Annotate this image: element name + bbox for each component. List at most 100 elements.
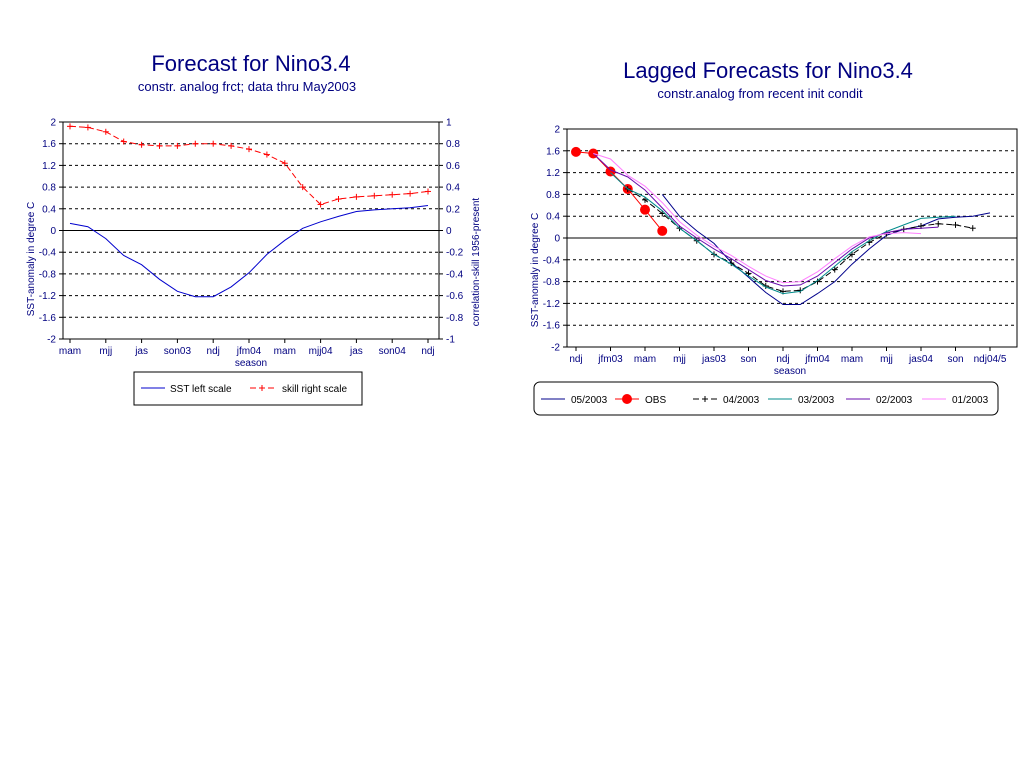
data-point bbox=[353, 193, 360, 200]
y-tick-label: 1.2 bbox=[546, 168, 560, 179]
x-tick-label: ndj bbox=[776, 354, 789, 365]
data-point bbox=[571, 146, 581, 157]
y-tick-label: -2 bbox=[47, 335, 56, 346]
legend-label: 02/2003 bbox=[876, 395, 913, 406]
data-point bbox=[156, 142, 163, 149]
y-tick-label: 2 bbox=[50, 118, 56, 129]
data-point bbox=[969, 225, 976, 232]
x-tick-label: mjj04 bbox=[309, 346, 333, 357]
series-line-0 bbox=[661, 194, 991, 305]
y-tick-label: -0.4 bbox=[39, 248, 57, 259]
y-tick-label: -0.8 bbox=[39, 269, 57, 280]
x-tick-label: jfm03 bbox=[597, 354, 623, 365]
data-point bbox=[642, 196, 648, 203]
y-tick-label: 0 bbox=[554, 234, 560, 245]
y-tick-label: 1.6 bbox=[42, 139, 56, 150]
legend-label: 05/2003 bbox=[571, 395, 608, 406]
legend-marker bbox=[702, 396, 708, 402]
y-tick-label: -1.2 bbox=[39, 291, 57, 302]
x-axis: ndj jfm03 mam mjj jas03 son ndj jfm04 mam mjj jas0… bbox=[569, 347, 1007, 365]
y-tick-label: -0.8 bbox=[543, 277, 561, 288]
x-tick-label: son bbox=[947, 354, 963, 365]
data-point bbox=[228, 142, 235, 149]
y-tick-label: -1.2 bbox=[543, 299, 561, 310]
legend-marker bbox=[622, 394, 632, 404]
y-tick-label: 1.6 bbox=[546, 146, 560, 157]
data-point bbox=[299, 184, 306, 191]
legend-label: OBS bbox=[645, 395, 666, 406]
data-point bbox=[102, 128, 109, 135]
y-right-tick-label: -0.6 bbox=[446, 291, 464, 302]
grid bbox=[63, 143, 439, 318]
data-point bbox=[640, 204, 650, 215]
y-axis-left: 2 1.6 1.2 0.8 0.4 0 -0.4 -0.8 -1.2 -1.6 -2 bbox=[39, 118, 63, 346]
grid bbox=[567, 150, 1017, 326]
data-point bbox=[210, 140, 217, 147]
series-line-1 bbox=[575, 151, 663, 232]
data-point bbox=[67, 123, 73, 130]
x-tick-label: jas bbox=[349, 346, 363, 357]
y-tick-label: 0.8 bbox=[546, 190, 560, 201]
y-axis-label: SST-anomaly in degree C bbox=[26, 202, 37, 317]
legend: 05/2003 OBS 04/2003 03/2003 02/2003 01/2003 bbox=[541, 394, 989, 406]
data-point bbox=[425, 188, 431, 195]
data-point bbox=[335, 196, 342, 203]
x-tick-label: jas03 bbox=[701, 354, 726, 365]
data-point bbox=[371, 192, 378, 199]
y-right-tick-label: 0.6 bbox=[446, 161, 460, 172]
chart-subtitle: constr.analog from recent init condit bbox=[657, 86, 863, 101]
legend: SST left scale skill right scale bbox=[141, 384, 347, 395]
y-tick-label: 0 bbox=[50, 226, 56, 237]
data-point bbox=[246, 146, 252, 153]
x-tick-label: mam bbox=[274, 346, 296, 357]
data-point bbox=[831, 266, 838, 273]
y-axis-right: 1 0.8 0.6 0.4 0.2 0 -0.2 -0.4 -0.6 -0.8 -1 bbox=[439, 118, 464, 346]
data-point bbox=[952, 221, 959, 228]
x-tick-label: son bbox=[740, 354, 756, 365]
y-right-tick-label: 0 bbox=[446, 226, 452, 237]
y-right-tick-label: 0.8 bbox=[446, 139, 460, 150]
y-tick-label: 0.8 bbox=[42, 183, 56, 194]
y-right-tick-label: 0.2 bbox=[446, 204, 460, 215]
data-point bbox=[263, 151, 270, 158]
data-point bbox=[317, 201, 324, 208]
y-right-tick-label: -0.8 bbox=[446, 313, 464, 324]
x-tick-label: ndj bbox=[207, 346, 220, 357]
data-point bbox=[389, 191, 396, 198]
y-tick-label: 2 bbox=[554, 125, 560, 136]
series-line-2 bbox=[627, 188, 973, 292]
x-tick-label: jas bbox=[134, 346, 148, 357]
x-tick-label: ndj04/5 bbox=[974, 354, 1007, 365]
legend-label: 01/2003 bbox=[952, 395, 989, 406]
y-right-tick-label: 1 bbox=[446, 118, 452, 129]
y-tick-label: -1.6 bbox=[543, 321, 561, 332]
x-tick-label: ndj bbox=[421, 346, 434, 357]
y-tick-label: -2 bbox=[551, 343, 560, 354]
data-point bbox=[84, 124, 91, 131]
data-point bbox=[192, 140, 199, 147]
series-line-5 bbox=[593, 153, 922, 284]
data-point bbox=[849, 251, 855, 258]
data-point bbox=[407, 190, 414, 197]
y-right-tick-label: 0.4 bbox=[446, 183, 460, 194]
legend-box bbox=[533, 381, 999, 416]
legend-label: skill right scale bbox=[282, 384, 347, 395]
x-tick-label: mjj bbox=[673, 354, 686, 365]
y-axis-left: 2 1.6 1.2 0.8 0.4 0 -0.4 -0.8 -1.2 -1.6 -2 bbox=[543, 125, 567, 354]
legend-box bbox=[133, 371, 363, 406]
y-tick-label: -0.4 bbox=[543, 255, 561, 266]
x-tick-label: son04 bbox=[379, 346, 407, 357]
x-tick-label: jas04 bbox=[908, 354, 933, 365]
legend-marker bbox=[259, 385, 265, 391]
series-line-0 bbox=[69, 205, 429, 298]
data-point bbox=[120, 138, 127, 145]
x-axis-label: season bbox=[235, 358, 267, 369]
data-point bbox=[281, 160, 288, 167]
chart-lagged-forecasts: Lagged Forecasts for Nino3.4 constr.anal… bbox=[530, 58, 1018, 416]
x-tick-label: mam bbox=[634, 354, 656, 365]
y-axis-label: SST-anomaly in degree C bbox=[530, 213, 541, 328]
x-tick-label: mjj bbox=[99, 346, 112, 357]
chart-title: Forecast for Nino3.4 bbox=[151, 51, 350, 76]
chart-title: Lagged Forecasts for Nino3.4 bbox=[623, 58, 913, 83]
